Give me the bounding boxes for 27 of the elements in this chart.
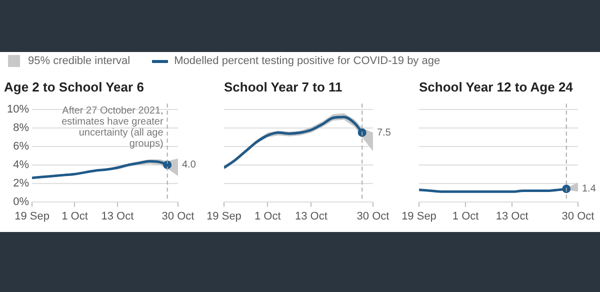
legend-label: Modelled percent testing positive for COVID-19 by age — [174, 55, 440, 67]
y-tick-label: 2% — [13, 177, 30, 190]
data-label: 7.5 — [377, 127, 392, 138]
x-tick-label: 13 Oct — [496, 210, 528, 222]
x-tick-label: 13 Oct — [295, 210, 328, 222]
x-tick-label: 1 Oct — [62, 210, 88, 222]
x-tick-label: 30 Oct — [356, 210, 390, 222]
x-tick-label: 30 Oct — [162, 210, 194, 222]
chart-title: Age 2 to School Year 6 — [4, 79, 144, 94]
y-tick-label: 0% — [13, 196, 30, 208]
x-tick-label: 19 Sep — [206, 210, 242, 222]
y-tick-label: 4% — [13, 158, 30, 171]
y-tick-label: 6% — [13, 140, 30, 153]
x-tick-label: 19 Sep — [14, 210, 50, 222]
x-tick-label: 19 Sep — [402, 210, 436, 222]
x-tick-label: 1 Oct — [254, 210, 281, 222]
x-tick-label: 1 Oct — [452, 210, 479, 222]
data-label: 1.4 — [582, 184, 596, 195]
y-tick-label: 10% — [6, 104, 30, 116]
data-label: 4.0 — [182, 160, 196, 171]
ref-line-label: After 27 October 2021, estimates have greater uncertainty (all age groups) — [62, 105, 164, 150]
y-tick-label: 8% — [13, 122, 30, 134]
x-tick-label: 13 Oct — [101, 210, 134, 222]
chart-title: School Year 12 to Age 24 — [419, 79, 574, 94]
x-tick-label: 30 Oct — [562, 210, 594, 222]
text: 95% credible interval — [28, 55, 130, 67]
chart-title: School Year 7 to 11 — [224, 79, 342, 94]
